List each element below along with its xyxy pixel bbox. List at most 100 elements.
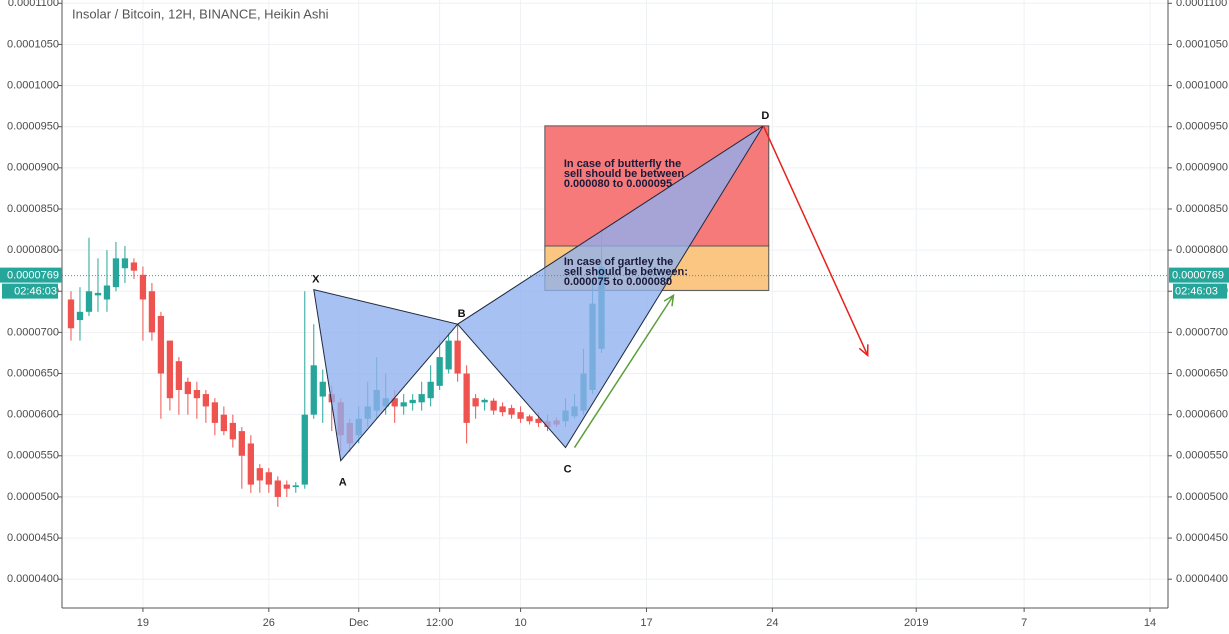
y-tick-label: 0.0001050 — [7, 38, 59, 50]
arrow-head — [663, 293, 675, 307]
candle-body — [238, 431, 245, 456]
x-tick-label: 12:00 — [426, 617, 454, 629]
candle-body — [103, 285, 111, 300]
candle-body — [175, 361, 183, 390]
y-tick-label: 0.0001100 — [8, 0, 59, 9]
price-badge — [1169, 267, 1229, 283]
countdown-label: 02:46:03 — [14, 286, 57, 298]
price-badge-label: 0.0000769 — [1172, 270, 1224, 282]
countdown-badge — [2, 283, 58, 299]
candle-body — [400, 402, 407, 407]
y-tick-label: 0.0000550 — [7, 450, 59, 462]
candle-body — [139, 274, 147, 300]
pattern-triangle — [313, 288, 459, 462]
pattern-label: C — [564, 463, 572, 475]
pattern-label: X — [312, 274, 320, 286]
y-tick-label: 0.0000650 — [7, 367, 59, 379]
candle-body — [526, 416, 533, 422]
y-tick-label: 0.0001000 — [1176, 79, 1228, 91]
y-tick-label: 0.0000400 — [7, 573, 59, 585]
arrow-head — [858, 344, 869, 358]
x-tick-label: 17 — [640, 617, 652, 629]
y-tick-label: 0.0000950 — [1176, 121, 1228, 133]
candle-body — [283, 484, 290, 489]
candle-body — [274, 480, 281, 497]
candle-body — [436, 357, 443, 386]
y-tick-label: 0.0000600 — [1176, 409, 1228, 421]
candle-body — [481, 399, 488, 403]
candle-body — [265, 472, 272, 485]
candle-body — [508, 408, 515, 415]
candle-body — [319, 381, 326, 397]
zone-text: 0.000080 to 0.000095 — [564, 178, 672, 190]
zone-text: sell should be between — [564, 168, 685, 180]
candle-body — [292, 485, 299, 488]
countdown-label: 02:46:03 — [1175, 286, 1218, 298]
candle-body — [490, 400, 497, 411]
zone-text: 0.000075 to 0.000080 — [564, 276, 672, 288]
candle-body — [247, 443, 254, 485]
y-tick-label: 0.0000700 — [1176, 326, 1228, 338]
y-tick-label: 0.0000950 — [7, 121, 59, 133]
candle-body — [472, 398, 479, 407]
y-tick-label: 0.0000800 — [7, 244, 59, 256]
price-badge — [0, 267, 62, 283]
candle-body — [445, 340, 452, 370]
candle-body — [94, 292, 102, 296]
x-tick-label: 2019 — [904, 617, 928, 629]
zone-text: In case of butterfly the — [564, 158, 681, 170]
y-tick-label: 0.0000400 — [1176, 573, 1228, 585]
x-tick-label: 14 — [1144, 617, 1156, 629]
y-tick-label: 0.0001000 — [7, 79, 59, 91]
candle-body — [517, 412, 524, 419]
candle-body — [463, 373, 470, 423]
candle-body — [229, 422, 236, 440]
candle-body — [301, 414, 308, 485]
y-tick-label: 0.0000450 — [7, 532, 59, 544]
y-tick-label: 0.0000500 — [1176, 491, 1228, 503]
candle-body — [310, 365, 317, 415]
candle-body — [148, 291, 156, 333]
y-tick-label: 0.0000600 — [7, 409, 59, 421]
y-tick-label: 0.0000800 — [1176, 244, 1228, 256]
candle-body — [67, 299, 75, 329]
y-tick-label: 0.0000550 — [1176, 450, 1228, 462]
candle-body — [220, 414, 228, 432]
y-tick-label: 0.0000650 — [1176, 367, 1228, 379]
y-tick-label: 0.0000700 — [7, 326, 59, 338]
candle-body — [112, 258, 120, 288]
x-tick-label: 7 — [1021, 617, 1027, 629]
candle-body — [157, 315, 165, 374]
y-tick-label: 0.0000500 — [7, 491, 59, 503]
x-tick-label: 24 — [766, 617, 778, 629]
countdown-badge — [1173, 283, 1227, 299]
arrow — [573, 294, 675, 448]
pattern-label: D — [761, 110, 769, 122]
y-tick-label: 0.0000900 — [1176, 162, 1228, 174]
candle-body — [409, 399, 416, 404]
y-tick-label: 0.0000850 — [7, 203, 59, 215]
price-badge-label: 0.0000769 — [7, 270, 59, 282]
candle-body — [535, 418, 542, 423]
arrow — [762, 125, 869, 356]
candle-body — [211, 402, 219, 423]
zone-text: sell should be between: — [564, 266, 688, 278]
candle-body — [256, 468, 263, 481]
candle-body — [76, 311, 84, 321]
y-tick-label: 0.0000850 — [1176, 203, 1228, 215]
candle-body — [202, 394, 210, 407]
pattern-label: B — [458, 308, 466, 320]
x-tick-label: Dec — [349, 617, 369, 629]
chart-title: Insolar / Bitcoin, 12H, BINANCE, Heikin … — [72, 6, 329, 21]
zone-text: In case of gartley the — [564, 256, 673, 268]
x-tick-label: 10 — [514, 617, 526, 629]
candle-body — [121, 258, 129, 269]
x-tick-label: 26 — [263, 617, 275, 629]
y-tick-label: 0.0001050 — [1176, 38, 1228, 50]
candle-body — [391, 398, 398, 407]
candle-body — [130, 262, 138, 271]
candle-body — [166, 340, 174, 399]
